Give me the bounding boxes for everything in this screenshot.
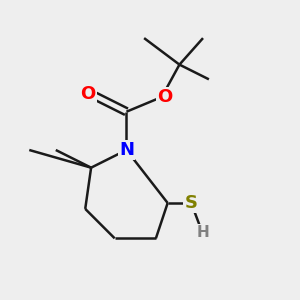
Text: H: H [196, 225, 209, 240]
Text: O: O [157, 88, 172, 106]
Text: O: O [80, 85, 96, 103]
Text: N: N [119, 141, 134, 159]
Text: S: S [185, 194, 198, 212]
